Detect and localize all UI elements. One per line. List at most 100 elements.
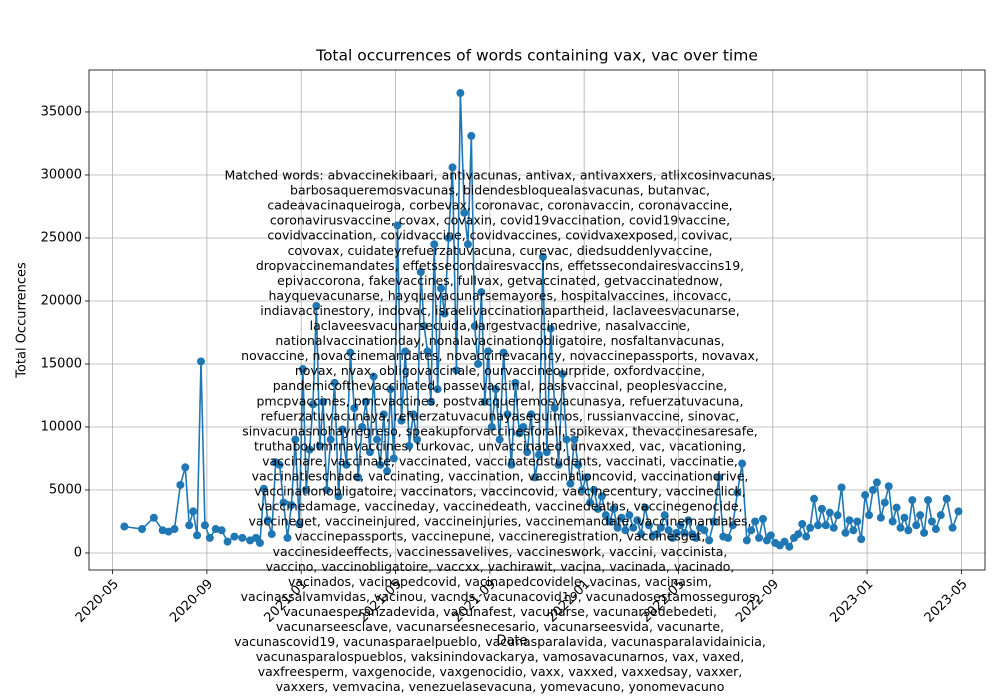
annotation-line: pmcpvaccines, pmcvaccines, postvacquerem… [256,393,743,408]
point [751,517,760,526]
point [872,478,881,487]
point [389,454,398,463]
point [597,492,606,501]
annotation-line: covovax, cuidateyrefuerzatuvacuna, curev… [288,243,713,258]
point [413,435,422,444]
annotation-line: vacunasparalospueblos, vaksinindovackary… [256,649,744,664]
point [322,485,331,494]
point [515,429,524,438]
point [440,309,449,318]
annotation-line: vaxfreesperm, vaxgenocide, vaxgenocidio,… [258,664,743,679]
point [714,473,723,482]
point [430,240,439,249]
point [692,533,701,542]
point [617,513,626,522]
point [896,523,905,532]
point [538,252,547,261]
point [723,533,732,542]
point [259,484,268,493]
point [503,410,512,419]
point [869,485,877,494]
annotation-line: vaccinare, vaccinate, vaccinated, vaccin… [262,453,738,468]
annotation: Matched words: abvaccinekibaari, antivac… [224,168,775,695]
point [437,284,445,293]
point [705,536,714,545]
annotation-line: vaccinatieschade, vaccinating, vaccinati… [252,469,749,484]
point [904,526,913,535]
point [523,448,532,457]
point [358,422,367,431]
annotation-line: vaccinedamage, vaccineday, vaccinedeath,… [257,499,742,514]
point [279,498,288,507]
point [664,526,673,535]
point [319,397,328,406]
point [275,460,284,469]
point [149,513,158,522]
point [806,523,815,532]
point [409,410,418,419]
point [566,479,575,488]
x-axis-label: Date [496,634,527,649]
point [350,404,359,413]
point [291,435,300,444]
point [892,503,901,512]
point [519,422,528,431]
point [672,528,681,537]
annotation-line: nationalvaccinationday, nonalavacination… [275,333,724,348]
y-tick-label: 30000 [41,167,82,182]
point [326,435,335,444]
annotation-line: laclaveesvacunarsecuida, largestvaccined… [310,318,691,333]
point [728,521,737,530]
point [185,521,194,530]
annotation-line: dropvaccinemandates, effetssecondairesva… [256,258,744,273]
point [373,435,381,444]
point [491,385,500,394]
point [758,514,767,523]
point [853,517,862,526]
annotation-line: pandemicofthevaccinated, passevaccinal, … [273,378,728,393]
point [948,523,957,532]
point [474,359,483,368]
point [467,131,476,140]
point [684,516,693,525]
point [302,485,311,494]
point [570,435,579,444]
annotation-line: vaccino, vaccinobligatoire, vaccxx, vach… [266,559,735,574]
point [629,523,638,532]
point [931,525,940,534]
point [742,536,751,545]
point [633,516,642,525]
point [193,531,202,540]
point [601,511,610,520]
point [223,537,232,546]
point [912,521,921,530]
point [420,322,429,331]
annotation-line: cadeavacinaqueiroga, corbevax, coronavac… [267,198,732,213]
point [423,347,432,356]
point [810,494,819,503]
annotation-line: Matched words: abvaccinekibaari, antivac… [224,168,775,183]
point [865,511,874,520]
point [463,240,472,249]
point [386,385,395,394]
point [138,525,147,534]
point [780,537,789,546]
point [845,516,854,525]
point [238,533,247,542]
point [857,535,866,544]
point [680,528,689,537]
point [393,221,402,230]
point [593,504,602,513]
point [283,533,292,542]
point [230,532,239,541]
annotation-line: hayquevacunarse, hayquevacunarsemayores,… [268,288,731,303]
point [369,372,378,381]
y-tick-label: 10000 [41,419,82,434]
point [900,513,909,522]
point [484,347,493,356]
point [189,507,198,516]
point [880,498,889,507]
point [916,511,925,520]
